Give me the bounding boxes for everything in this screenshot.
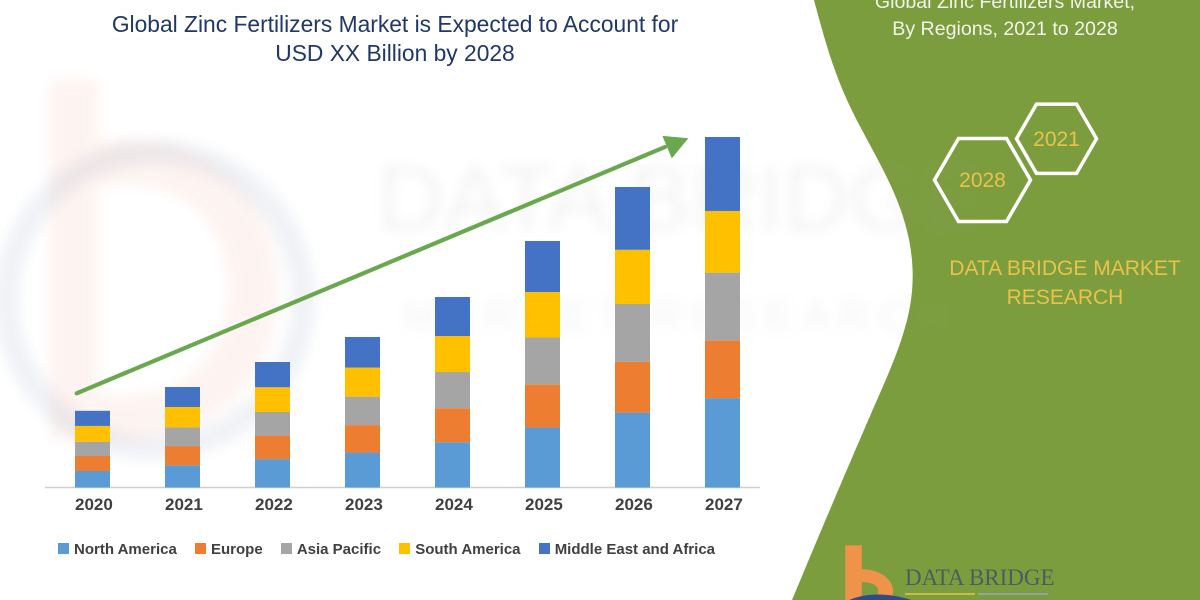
svg-text:DATA BRIDGE: DATA BRIDGE — [905, 565, 1055, 590]
